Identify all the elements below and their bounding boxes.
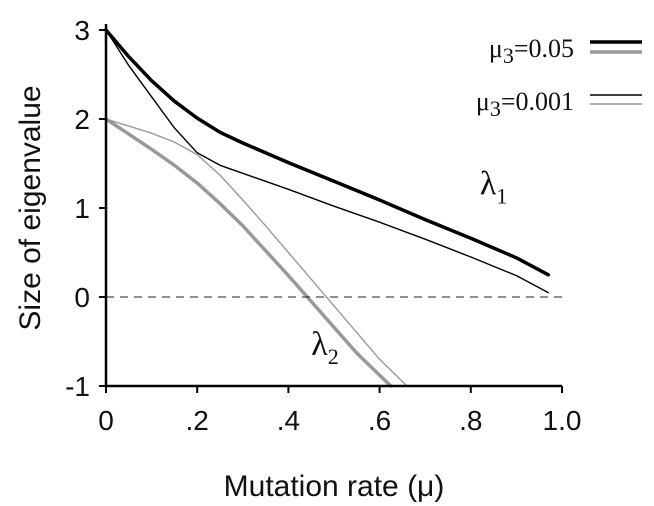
series-line-lambda1-mu3-0_001 [105, 29, 549, 294]
series-line-lambda1-mu3-0_05 [104, 28, 551, 277]
curve-label-lambda2: λ2 [311, 326, 339, 369]
ticks-layer: 0 .2 .4 .6 .8 1.0 -1 0 1 2 3 [65, 15, 581, 436]
x-tick-label: 0 [98, 405, 114, 436]
series-layer [104, 28, 551, 388]
x-tick-label: .2 [186, 405, 209, 436]
series-line-lambda2-mu3-0_001 [105, 118, 408, 387]
curve-label-lambda1: λ1 [480, 166, 508, 209]
y-tick-label: 2 [74, 104, 90, 135]
x-axis-title: Mutation rate (μ) [224, 470, 445, 503]
x-tick-label: .8 [459, 405, 482, 436]
x-tick-label: .6 [368, 405, 391, 436]
x-tick-label: .4 [277, 405, 300, 436]
y-tick-label: 3 [74, 15, 90, 46]
y-axis-title: Size of eigenvalue [14, 85, 47, 330]
y-tick-label: 1 [74, 193, 90, 224]
curve-labels: λ1 λ2 [311, 166, 507, 369]
y-tick-label: -1 [65, 371, 90, 402]
legend-label: μ3=0.001 [476, 87, 574, 121]
series-line-lambda2-mu3-0_05 [104, 117, 393, 388]
x-tick-label: 1.0 [543, 405, 582, 436]
legend: μ3=0.05 μ3=0.001 [476, 34, 642, 121]
legend-label: μ3=0.05 [489, 34, 574, 68]
y-tick-label: 0 [74, 282, 90, 313]
